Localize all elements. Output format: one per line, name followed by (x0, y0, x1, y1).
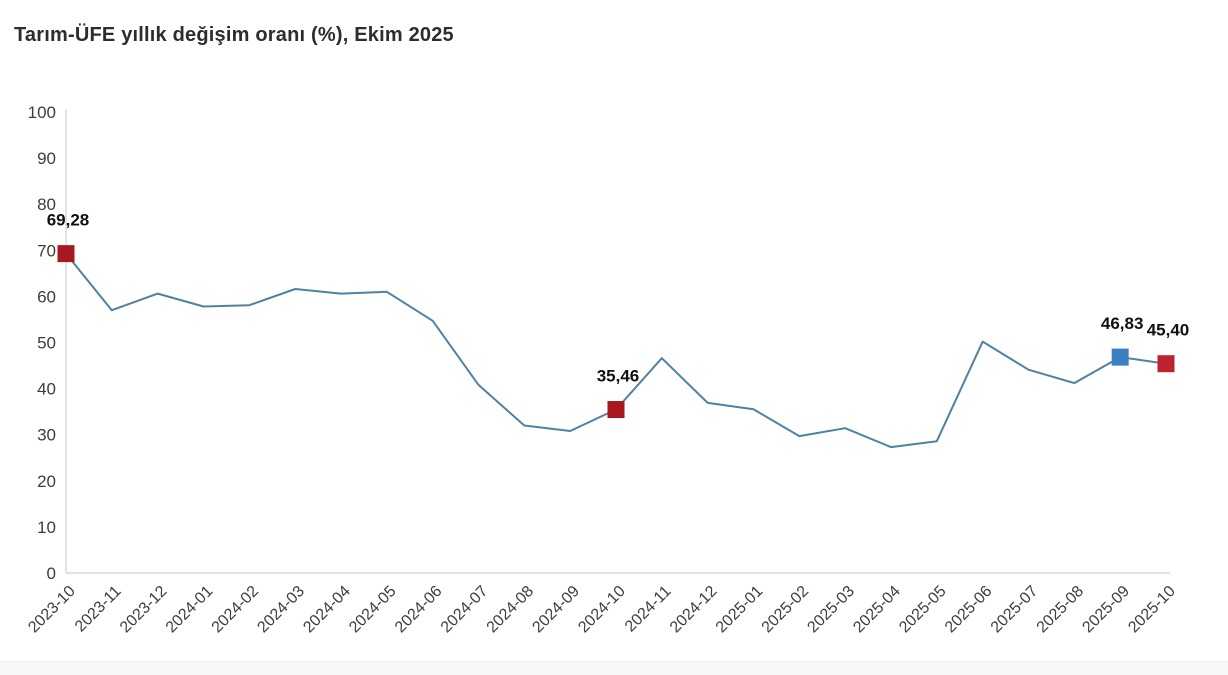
data-marker (1111, 348, 1129, 366)
y-tick-label: 40 (37, 380, 56, 399)
y-tick-label: 20 (37, 472, 56, 491)
data-marker (57, 245, 75, 263)
data-point-label: 35,46 (597, 367, 640, 386)
x-tick-label: 2024-09 (529, 583, 583, 637)
x-tick-label: 2024-12 (667, 583, 721, 637)
x-tick-label: 2025-10 (1125, 583, 1179, 637)
data-point-label: 69,28 (47, 211, 90, 230)
y-tick-label: 90 (37, 149, 56, 168)
y-tick-label: 10 (37, 518, 56, 537)
x-tick-label: 2024-01 (163, 583, 217, 637)
x-tick-label: 2024-04 (300, 583, 354, 637)
x-tick-label: 2025-09 (1079, 583, 1133, 637)
y-tick-label: 60 (37, 287, 56, 306)
data-point-label: 46,83 (1101, 314, 1144, 333)
x-tick-label: 2024-10 (575, 583, 629, 637)
x-tick-label: 2025-06 (942, 583, 996, 637)
x-tick-label: 2023-10 (25, 583, 79, 637)
data-marker (1157, 355, 1175, 373)
trend-line (65, 252, 1167, 449)
x-tick-label: 2024-03 (254, 583, 308, 637)
x-tick-label: 2024-06 (392, 583, 446, 637)
chart-title: Tarım-ÜFE yıllık değişim oranı (%), Ekim… (14, 24, 454, 46)
x-tick-label: 2024-05 (346, 583, 400, 637)
x-tick-label: 2023-12 (117, 583, 171, 637)
y-tick-label: 100 (28, 103, 56, 122)
y-tick-label: 80 (37, 195, 56, 214)
y-tick-label: 50 (37, 334, 56, 353)
x-tick-label: 2024-07 (438, 583, 492, 637)
x-tick-label: 2025-08 (1034, 583, 1088, 637)
data-point-label: 45,40 (1147, 321, 1190, 340)
y-tick-label: 30 (37, 426, 56, 445)
x-tick-label: 2023-11 (72, 583, 125, 636)
x-tick-label: 2025-02 (759, 583, 813, 637)
bottom-strip (0, 661, 1228, 675)
x-tick-label: 2025-04 (850, 583, 904, 637)
y-tick-label: 70 (37, 241, 56, 260)
x-tick-label: 2024-08 (484, 583, 538, 637)
x-tick-label: 2024-02 (209, 583, 263, 637)
y-tick-label: 0 (47, 564, 56, 583)
x-tick-label: 2025-07 (988, 583, 1042, 637)
x-tick-label: 2025-03 (804, 583, 858, 637)
x-tick-label: 2025-05 (896, 583, 950, 637)
x-tick-label: 2025-01 (713, 583, 767, 637)
x-tick-label: 2024-11 (622, 583, 675, 636)
data-marker (607, 401, 625, 419)
